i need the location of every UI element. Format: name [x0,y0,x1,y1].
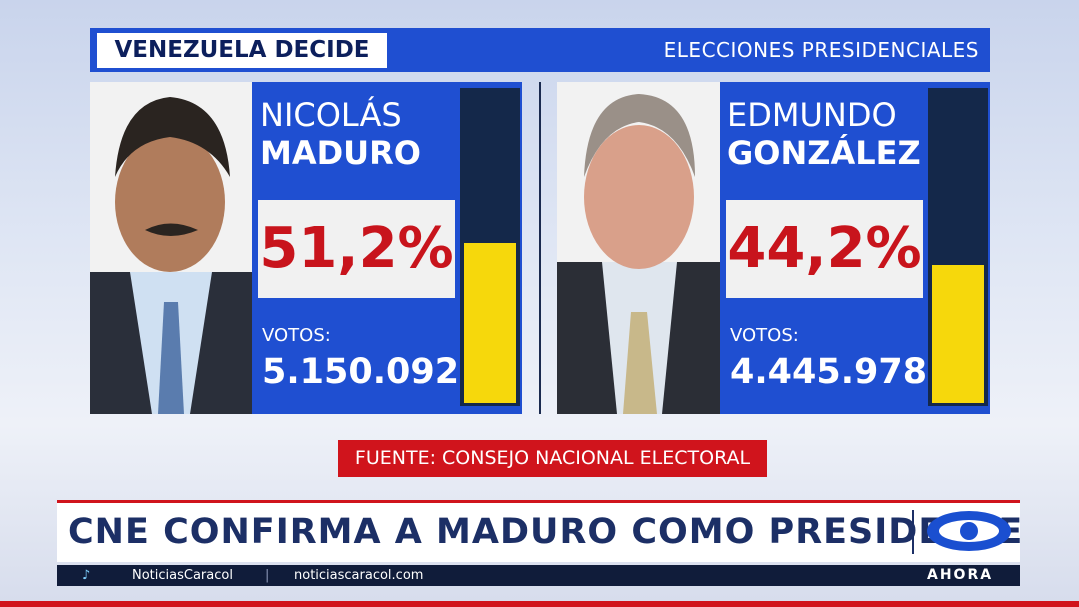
votes: 4.445.978 [730,352,928,392]
bar-frame [460,88,520,406]
website: noticiascaracol.com [294,568,424,583]
divider: | [265,568,270,583]
social-handle: NoticiasCaracol [132,568,233,583]
percent: 44,2% [726,200,923,298]
header-subtitle: ELECCIONES PRESIDENCIALES [663,38,979,62]
headline: CNE CONFIRMA A MADURO COMO PRESIDENTE [68,512,1024,552]
vote-bar [464,243,516,403]
lower-third [57,500,1020,562]
vote-bar [932,265,984,403]
icon: ♪ [82,568,91,583]
bottom-edge [0,601,1079,607]
divider [912,510,914,554]
source: FUENTE: CONSEJO NACIONAL ELECTORAL [338,440,767,477]
live-tag: AHORA [927,567,994,583]
first-name: EDMUNDO [727,96,897,134]
candidate-photo [90,82,252,414]
percent: 51,2% [258,200,455,298]
last-name: MADURO [260,134,421,172]
last-name: GONZÁLEZ [727,134,921,172]
bar-frame [928,88,988,406]
ticker-strip: ♪ NoticiasCaracol | noticiascaracol.com … [57,565,1020,586]
separator [539,82,541,414]
candidate-name: EDMUNDO GONZÁLEZ [727,96,921,172]
votes-label: VOTOS: [730,325,799,346]
votes-label: VOTOS: [262,325,331,346]
votes: 5.150.092 [262,352,460,392]
candidate-name: NICOLÁS MADURO [260,96,421,172]
first-name: NICOLÁS [260,96,402,134]
logo [927,511,1011,551]
portrait [90,97,252,414]
header-title: VENEZUELA DECIDE [97,33,387,68]
portrait [557,94,720,414]
candidate-photo [557,82,720,414]
